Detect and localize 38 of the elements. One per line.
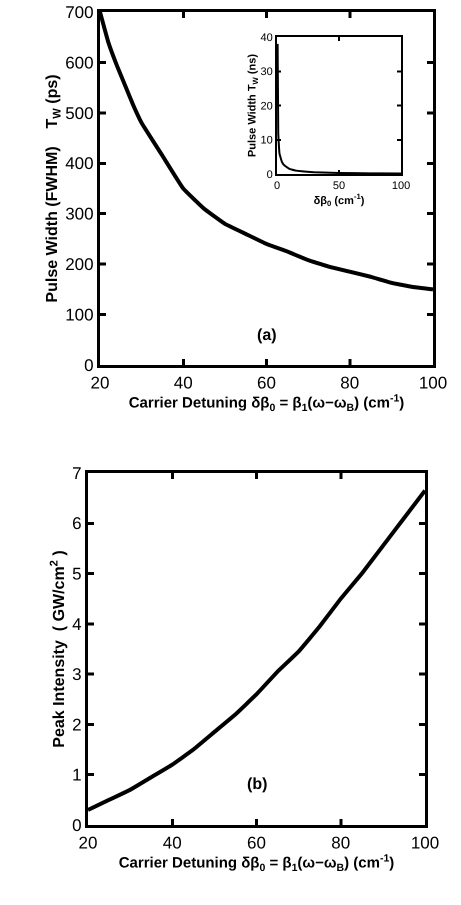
- x-tick-label: 50: [332, 180, 346, 192]
- x-tick-label: 20: [90, 373, 110, 392]
- x-tick-label: 60: [247, 833, 266, 852]
- x-tick-label: 100: [410, 833, 440, 852]
- y-tick-label: 100: [65, 306, 94, 325]
- text: Carrier Detuning δβ$_{0}$ = β$_{1}$(ω−ω$_{B}$) (cm$^{-1}$): [128, 392, 404, 414]
- text: Carrier Detuning δβ$_{0}$ = β$_{1}$(ω−ω$_{B}$) (cm$^{-1}$): [118, 852, 394, 874]
- y-tick-label: 10: [260, 134, 273, 147]
- x-tick-label: 60: [257, 373, 276, 392]
- y-tick-label: 40: [260, 32, 273, 44]
- x-tick-label: 100: [392, 180, 410, 192]
- y-tick-label: 3: [72, 665, 82, 684]
- y-tick-label: 700: [65, 2, 94, 22]
- y-tick-label: 300: [65, 204, 94, 224]
- x-tick-label: 80: [340, 373, 360, 392]
- y-tick-label: 1: [72, 766, 82, 785]
- annotation: (a): [257, 327, 277, 344]
- y-tick-label: 4: [72, 614, 82, 634]
- y-tick-label: 5: [72, 564, 82, 584]
- y-tick-label: 2: [72, 715, 82, 734]
- y-tick-label: 6: [72, 514, 82, 534]
- y-tick-label: 500: [65, 104, 94, 123]
- line-series: [88, 488, 425, 812]
- y-tick-label: 600: [65, 53, 94, 72]
- x-axis-title: δβ$_{0}$ (cm$^{-1}$): [314, 192, 365, 208]
- y-tick-label: 0: [266, 168, 273, 181]
- y-tick-label: 7: [72, 464, 82, 483]
- y-tick-label: 20: [260, 100, 273, 112]
- x-tick-label: 40: [162, 833, 182, 852]
- y-tick-label: 400: [65, 154, 94, 174]
- x-tick-label: 40: [174, 373, 193, 392]
- y-tick-label: 30: [260, 66, 273, 78]
- x-tick-label: 80: [331, 833, 350, 852]
- annotation: (b): [247, 776, 268, 793]
- y-tick-label: 200: [65, 255, 94, 274]
- y-tick-label: 0: [72, 816, 82, 835]
- x-tick-label: 100: [418, 373, 448, 392]
- y-tick-label: 0: [84, 356, 94, 375]
